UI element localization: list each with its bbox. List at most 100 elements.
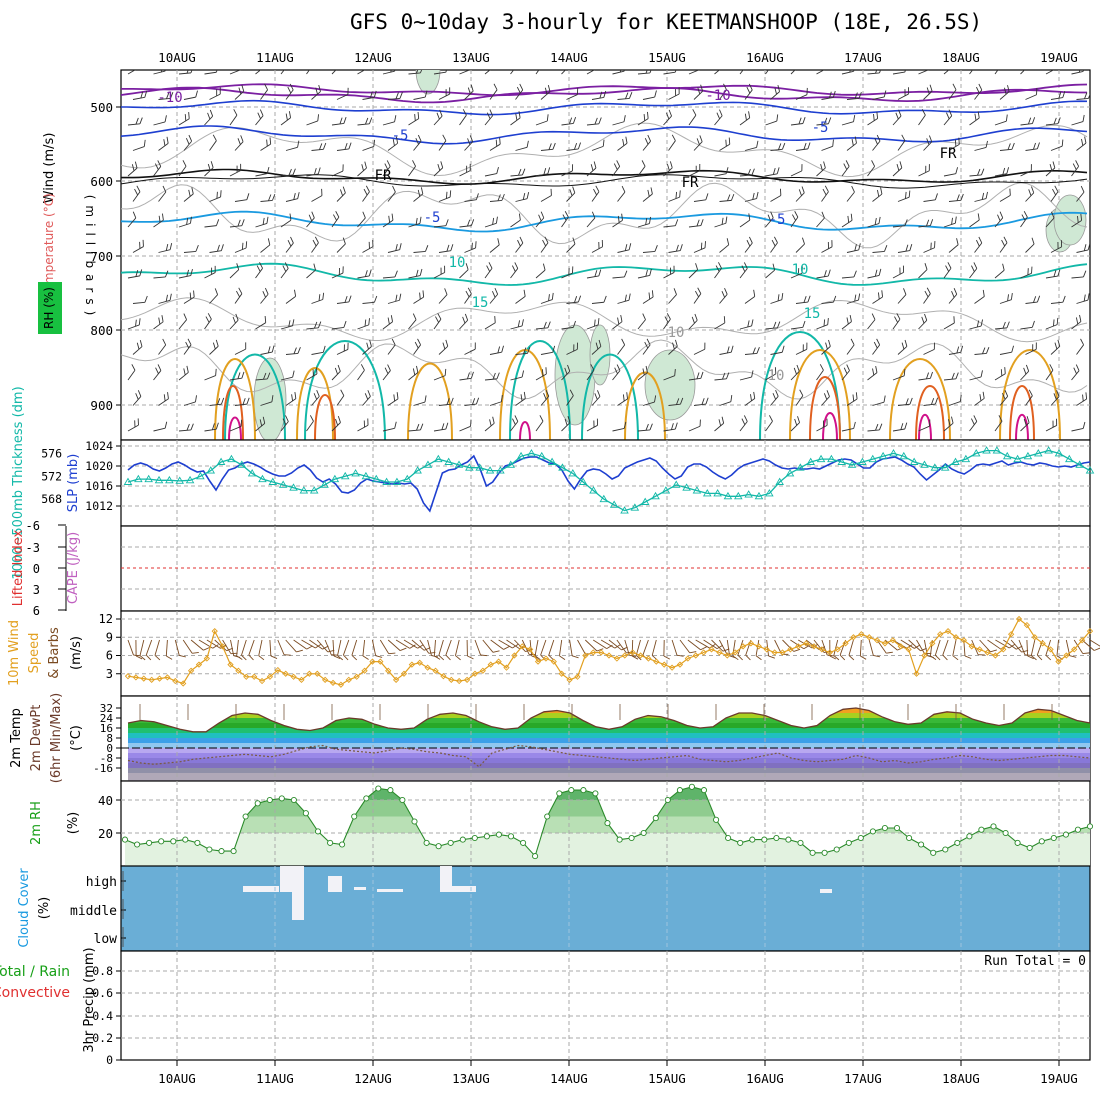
barb-flag <box>847 215 850 223</box>
barb-flag <box>642 313 646 320</box>
barb-flag <box>674 70 678 73</box>
barb-flag <box>416 423 420 431</box>
barb-flag <box>781 292 784 300</box>
upper-wind-barb <box>739 111 751 126</box>
upper-wind-barb <box>1020 70 1030 75</box>
barb-staff <box>382 70 395 75</box>
upper-wind-barb <box>612 160 621 177</box>
upper-wind-barb <box>357 117 373 126</box>
barb-flag <box>552 142 556 150</box>
surface-wind-barb <box>548 639 555 661</box>
barb-flag <box>207 163 211 171</box>
upper-wind-barb <box>362 90 377 100</box>
barb-staff <box>484 222 497 228</box>
rh-point <box>881 824 888 832</box>
upper-wind-barb <box>413 395 427 406</box>
barb-staff <box>1045 324 1058 330</box>
upper-wind-barb <box>1050 90 1066 100</box>
barb-staff <box>726 639 730 656</box>
wind10m-axis-label: 10m Wind <box>7 620 22 686</box>
wind-speed-point <box>361 667 368 674</box>
date-label-bottom: 10AUG <box>158 1071 196 1086</box>
barb-flag <box>391 338 396 346</box>
barb-flag <box>1023 211 1028 218</box>
barb-flag <box>576 342 578 350</box>
barb-flag <box>361 164 364 171</box>
thickness-point <box>403 474 412 483</box>
barb-flag <box>416 365 419 373</box>
barb-flag <box>871 313 876 320</box>
upper-wind-barb <box>693 241 706 253</box>
barb-staff <box>688 425 701 432</box>
upper-wind-barb <box>209 288 219 304</box>
barb-staff <box>459 425 471 432</box>
upper-wind-barb <box>183 187 194 202</box>
barb-flag <box>1082 652 1090 654</box>
date-label-top: 14AUG <box>550 50 588 65</box>
upper-wind-barb <box>209 190 222 202</box>
upper-wind-barb <box>892 109 902 126</box>
barb-flag <box>741 265 746 272</box>
barb-flag <box>774 367 777 374</box>
contour-label: FR <box>940 146 957 162</box>
upper-wind-barb <box>311 188 323 202</box>
upper-wind-barb <box>229 163 242 177</box>
barb-flag <box>417 644 424 649</box>
upper-wind-barb <box>336 389 345 406</box>
barb-staff <box>948 143 960 151</box>
upper-wind-barb <box>999 142 1015 151</box>
barb-staff <box>255 378 268 381</box>
barb-flag <box>997 58 1004 64</box>
date-label-bottom: 15AUG <box>648 1071 686 1086</box>
barb-flag <box>905 191 907 199</box>
wind-speed-point <box>590 649 597 656</box>
barb-flag <box>550 188 552 196</box>
surface-wind-barb <box>236 639 243 660</box>
upper-wind-barb <box>1020 416 1030 432</box>
barb-flag <box>424 395 427 403</box>
wind-speed-point <box>306 670 313 677</box>
barb-staff <box>841 166 850 177</box>
upper-wind-barb <box>535 211 545 228</box>
slp-axis-label: SLP (mb) <box>66 454 81 513</box>
barb-flag <box>597 390 601 397</box>
barb-staff <box>433 375 446 381</box>
barb-flag <box>497 194 501 201</box>
upper-wind-barb <box>510 370 525 381</box>
barb-flag <box>467 219 471 227</box>
upper-wind-barb <box>408 111 420 126</box>
barb-flag <box>419 268 423 276</box>
barb-flag <box>794 211 799 218</box>
barb-staff <box>617 398 628 406</box>
barb-flag <box>695 263 699 270</box>
barb-flag <box>442 342 446 350</box>
wind-speed-point <box>629 649 636 656</box>
temp2m-axis-label: 2m DewPt <box>29 705 44 772</box>
barb-staff <box>833 639 839 656</box>
upper-wind-barb <box>897 244 913 253</box>
barb-flag <box>1061 139 1064 147</box>
thickness-point <box>858 457 867 465</box>
upper-wind-barb <box>510 213 521 228</box>
barb-flag <box>772 263 776 271</box>
barb-staff <box>336 243 346 253</box>
upper-wind-barb <box>306 114 320 126</box>
temp-band <box>128 748 1090 753</box>
barb-flag <box>873 655 881 658</box>
upper-wind-barb <box>438 134 447 151</box>
barb-staff <box>642 296 654 304</box>
barb-staff <box>490 639 504 650</box>
barb-staff <box>433 225 446 228</box>
barb-staff <box>948 351 961 355</box>
upper-wind-barb <box>872 245 888 253</box>
barb-flag <box>514 262 519 269</box>
upper-wind-barb <box>923 287 931 304</box>
barb-flag <box>183 368 186 376</box>
barb-flag <box>663 655 671 660</box>
rh-point <box>399 796 406 804</box>
barb-flag <box>978 83 983 91</box>
upper-wind-barb <box>719 394 733 406</box>
barb-flag <box>1002 393 1006 400</box>
barb-staff <box>795 348 808 355</box>
barb-staff <box>165 639 168 656</box>
